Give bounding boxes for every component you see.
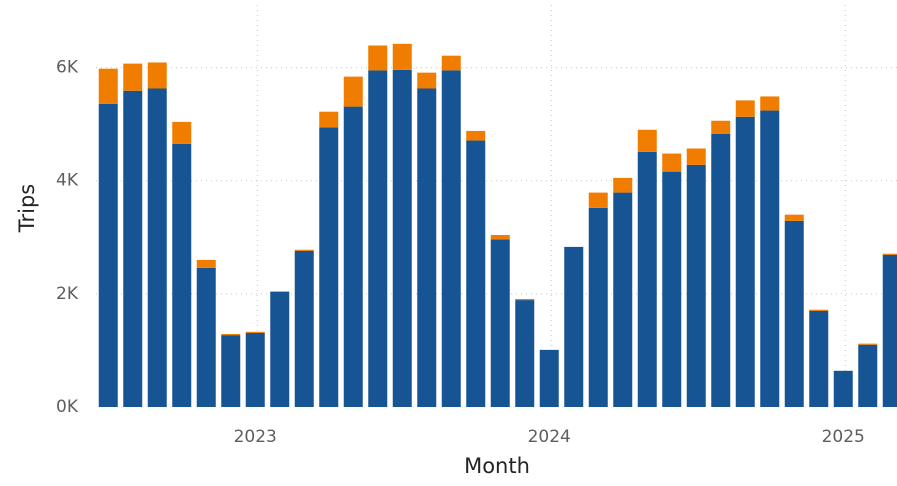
bar-segment [711,120,731,134]
bar-segment [392,69,412,407]
bar-segment [172,143,192,407]
bar-segment [221,334,241,336]
bar-segment [735,100,755,117]
bar-segment [735,116,755,407]
bar-segment [196,259,216,268]
bar-segment [417,88,437,407]
bar-segment [221,335,241,407]
bar-segment [294,249,314,251]
y-tick-label: 4K [56,171,79,191]
bar-segment [319,111,339,128]
bar-segment [294,250,314,407]
bar-segment [466,140,486,407]
bar-segment [123,63,143,91]
bar-segment [466,130,486,141]
bar-segment [833,370,853,407]
bar-segment [319,127,339,407]
x-axis-title: Month [464,454,530,478]
y-axis-title: Trips [15,184,39,233]
bar-segment [882,254,897,407]
bar-segment [858,343,878,345]
bar-segment [98,68,118,104]
x-tick-label: 2025 [822,427,865,447]
bar-segment [515,298,535,301]
bar-segment [637,151,657,407]
y-tick-label: 2K [56,284,79,304]
bar-segment [784,214,804,221]
x-tick-label: 2024 [528,427,571,447]
bar-segment [98,103,118,407]
bar-segment [588,192,608,208]
bar-segment [760,96,780,111]
y-tick-label: 0K [56,397,79,417]
bar-segment [368,45,388,71]
bar-segment [172,121,192,144]
bar-segment [686,164,706,407]
x-tick-label: 2023 [234,427,277,447]
bar-segment [147,62,167,89]
bar-segment [245,331,265,333]
bar-segment [760,110,780,408]
bar-segment [613,177,633,193]
bar-segment [343,76,363,107]
bar-segment [882,253,897,255]
bar-segment [784,220,804,407]
bar-segment [515,300,535,407]
bar-segment [564,246,584,407]
bar-segment [858,344,878,407]
bar-segment [270,291,290,407]
bar-segment [196,267,216,407]
bar-segment [245,332,265,407]
bar-segment [147,88,167,407]
bar-segment [613,192,633,407]
y-tick-label: 6K [56,58,79,78]
bar-segment [539,349,559,407]
bar-segment [809,309,829,311]
bar-segment [711,133,731,407]
bar-segment [809,310,829,407]
bar-segment [441,70,461,408]
bar-segment [686,148,706,165]
bar-segment [417,72,437,89]
bar-segment [490,239,510,407]
bar-segment [662,153,682,172]
bar-segment [637,129,657,152]
bar-segment [490,235,510,240]
bar-segment [662,171,682,407]
bar-segment [392,43,412,70]
bar-segment [368,70,388,408]
bar-segment [343,106,363,407]
bar-segment [441,55,461,71]
bar-segment [123,90,143,407]
bars [98,43,897,408]
bar-segment [588,207,608,407]
